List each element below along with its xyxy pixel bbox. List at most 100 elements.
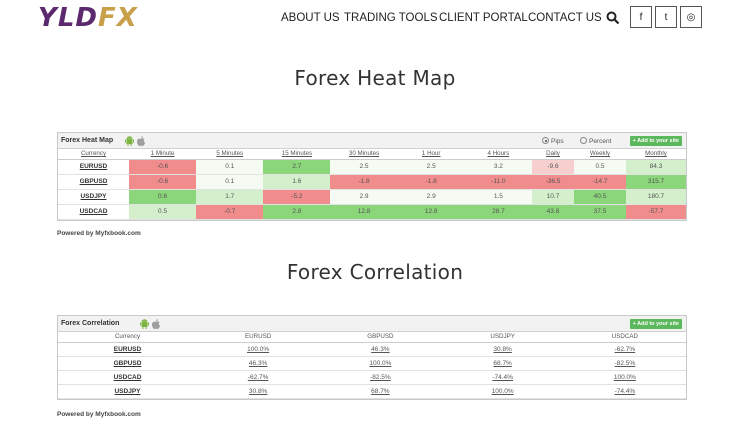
- heatmap-cell: 40.5: [574, 189, 626, 205]
- twitter-icon[interactable]: t: [655, 6, 677, 28]
- heatmap-cell: -9.6: [532, 159, 574, 175]
- heatmap-cell: -1.8: [397, 174, 465, 190]
- instagram-icon[interactable]: ◎: [680, 6, 702, 28]
- heatmap-cell: 0.5: [129, 204, 197, 220]
- site-header: YLDFX ABOUT US TRADING TOOLS CLIENT PORT…: [0, 0, 750, 38]
- correlation-powered-by[interactable]: Powered by Myfxbook.com: [57, 411, 141, 418]
- heatmap-cell: 43.8: [532, 204, 574, 220]
- heatmap-powered-by[interactable]: Powered by Myfxbook.com: [57, 230, 141, 237]
- table-row: USDCAD 0.5 -0.7 2.8 12.8 12.8 28.7 43.8 37.5 -57.…: [58, 204, 686, 220]
- heatmap-cell: -0.6: [129, 159, 197, 175]
- column-header[interactable]: Weekly: [574, 149, 626, 160]
- column-header[interactable]: Monthly: [626, 149, 686, 160]
- nav-about-us[interactable]: ABOUT US: [281, 12, 340, 24]
- heatmap-cell: 28.7: [464, 204, 532, 220]
- add-to-site-button[interactable]: + Add to your site: [629, 136, 682, 146]
- column-header: Currency: [58, 332, 197, 343]
- nav-trading-tools[interactable]: TRADING TOOLS: [344, 12, 438, 24]
- pips-radio[interactable]: Pips: [542, 137, 564, 145]
- site-logo[interactable]: YLDFX: [38, 4, 138, 32]
- heatmap-cell: -1.8: [330, 174, 398, 190]
- apple-icon[interactable]: [137, 136, 145, 146]
- currency-pair-link[interactable]: USDCAD: [58, 370, 197, 385]
- radio-unselected-icon: [580, 137, 587, 144]
- column-header[interactable]: 1 Minute: [129, 149, 197, 160]
- correlation-cell[interactable]: -74.4%: [563, 384, 686, 399]
- heatmap-cell: 1.6: [263, 174, 331, 190]
- logo-part-fx: FX: [97, 3, 138, 33]
- column-header[interactable]: 1 Hour: [397, 149, 465, 160]
- column-header: EURUSD: [197, 332, 320, 343]
- percent-label: Percent: [589, 138, 612, 145]
- heatmap-cell: 84.3: [626, 159, 686, 175]
- heatmap-cell: 315.7: [626, 174, 686, 190]
- correlation-cell[interactable]: 68.7%: [441, 356, 564, 371]
- heatmap-cell: -57.7: [626, 204, 686, 220]
- currency-pair-link[interactable]: EURUSD: [58, 342, 197, 357]
- heatmap-cell: 180.7: [626, 189, 686, 205]
- nav-contact-us[interactable]: CONTACT US: [528, 12, 602, 24]
- heatmap-cell: 12.8: [397, 204, 465, 220]
- table-row: EURUSD -0.6 0.1 2.7 2.5 2.5 3.2 -9.6 0.5 84.3: [58, 159, 686, 175]
- column-header[interactable]: 15 Minutes: [263, 149, 331, 160]
- correlation-heading: Forex Correlation: [286, 260, 464, 284]
- correlation-cell[interactable]: 100.0%: [197, 342, 320, 357]
- correlation-table: Currency EURUSD GBPUSD USDJPY USDCAD EURUSD 1…: [58, 332, 686, 399]
- correlation-cell[interactable]: -82.5%: [563, 356, 686, 371]
- table-row: USDJPY 0.6 1.7 -5.2 2.9 2.9 1.5 10.7 40.5 180.7: [58, 189, 686, 205]
- currency-pair-link[interactable]: EURUSD: [58, 159, 129, 175]
- logo-part-yld: YLD: [38, 3, 98, 33]
- correlation-cell[interactable]: 30.8%: [441, 342, 564, 357]
- column-header: USDJPY: [441, 332, 564, 343]
- android-icon[interactable]: [125, 136, 134, 146]
- correlation-cell[interactable]: 100.0%: [441, 384, 564, 399]
- apple-icon[interactable]: [152, 319, 160, 329]
- heatmap-cell: 0.1: [196, 159, 264, 175]
- heatmap-widget: Forex Heat Map Pips Percent + Add to you…: [57, 132, 687, 221]
- correlation-cell[interactable]: 68.7%: [319, 384, 442, 399]
- table-row: USDJPY 30.8% 68.7% 100.0% -74.4%: [58, 384, 686, 399]
- correlation-cell[interactable]: 30.8%: [197, 384, 320, 399]
- add-to-site-button[interactable]: + Add to your site: [629, 319, 682, 329]
- heatmap-cell: 0.5: [574, 159, 626, 175]
- column-header[interactable]: Daily: [532, 149, 574, 160]
- column-header[interactable]: 5 Minutes: [196, 149, 264, 160]
- correlation-cell[interactable]: -82.5%: [319, 370, 442, 385]
- heatmap-cell: 12.8: [330, 204, 398, 220]
- correlation-cell[interactable]: 46.3%: [319, 342, 442, 357]
- heatmap-cell: 2.7: [263, 159, 331, 175]
- column-header[interactable]: 30 Minutes: [330, 149, 398, 160]
- table-row: GBPUSD 46.3% 100.0% 68.7% -82.5%: [58, 356, 686, 371]
- correlation-toolbar: Forex Correlation + Add to your site: [58, 316, 686, 332]
- heatmap-cell: -0.7: [196, 204, 264, 220]
- column-header: USDCAD: [563, 332, 686, 343]
- radio-selected-icon: [542, 137, 549, 144]
- percent-radio[interactable]: Percent: [580, 137, 611, 145]
- correlation-cell[interactable]: -74.4%: [441, 370, 564, 385]
- correlation-cell[interactable]: 100.0%: [563, 370, 686, 385]
- search-icon[interactable]: [606, 11, 620, 25]
- correlation-cell[interactable]: 100.0%: [319, 356, 442, 371]
- currency-pair-link[interactable]: GBPUSD: [58, 356, 197, 371]
- currency-pair-link[interactable]: USDJPY: [58, 384, 197, 399]
- heatmap-cell: 2.5: [397, 159, 465, 175]
- heatmap-cell: 0.6: [129, 189, 197, 205]
- heatmap-toolbar: Forex Heat Map Pips Percent + Add to you…: [58, 133, 686, 149]
- correlation-cell[interactable]: -62.7%: [197, 370, 320, 385]
- currency-pair-link[interactable]: USDCAD: [58, 204, 129, 220]
- heatmap-cell: -36.5: [532, 174, 574, 190]
- heatmap-cell: 2.9: [397, 189, 465, 205]
- heatmap-cell: 10.7: [532, 189, 574, 205]
- heatmap-cell: -0.6: [129, 174, 197, 190]
- android-icon[interactable]: [140, 319, 149, 329]
- column-header[interactable]: Currency: [58, 149, 129, 160]
- column-header[interactable]: 4 Hours: [464, 149, 532, 160]
- correlation-cell[interactable]: -62.7%: [563, 342, 686, 357]
- nav-client-portal[interactable]: CLIENT PORTAL: [439, 12, 528, 24]
- heatmap-cell: 2.8: [263, 204, 331, 220]
- currency-pair-link[interactable]: USDJPY: [58, 189, 129, 205]
- currency-pair-link[interactable]: GBPUSD: [58, 174, 129, 190]
- correlation-cell[interactable]: 46.3%: [197, 356, 320, 371]
- facebook-icon[interactable]: f: [630, 6, 652, 28]
- heatmap-cell: 2.5: [330, 159, 398, 175]
